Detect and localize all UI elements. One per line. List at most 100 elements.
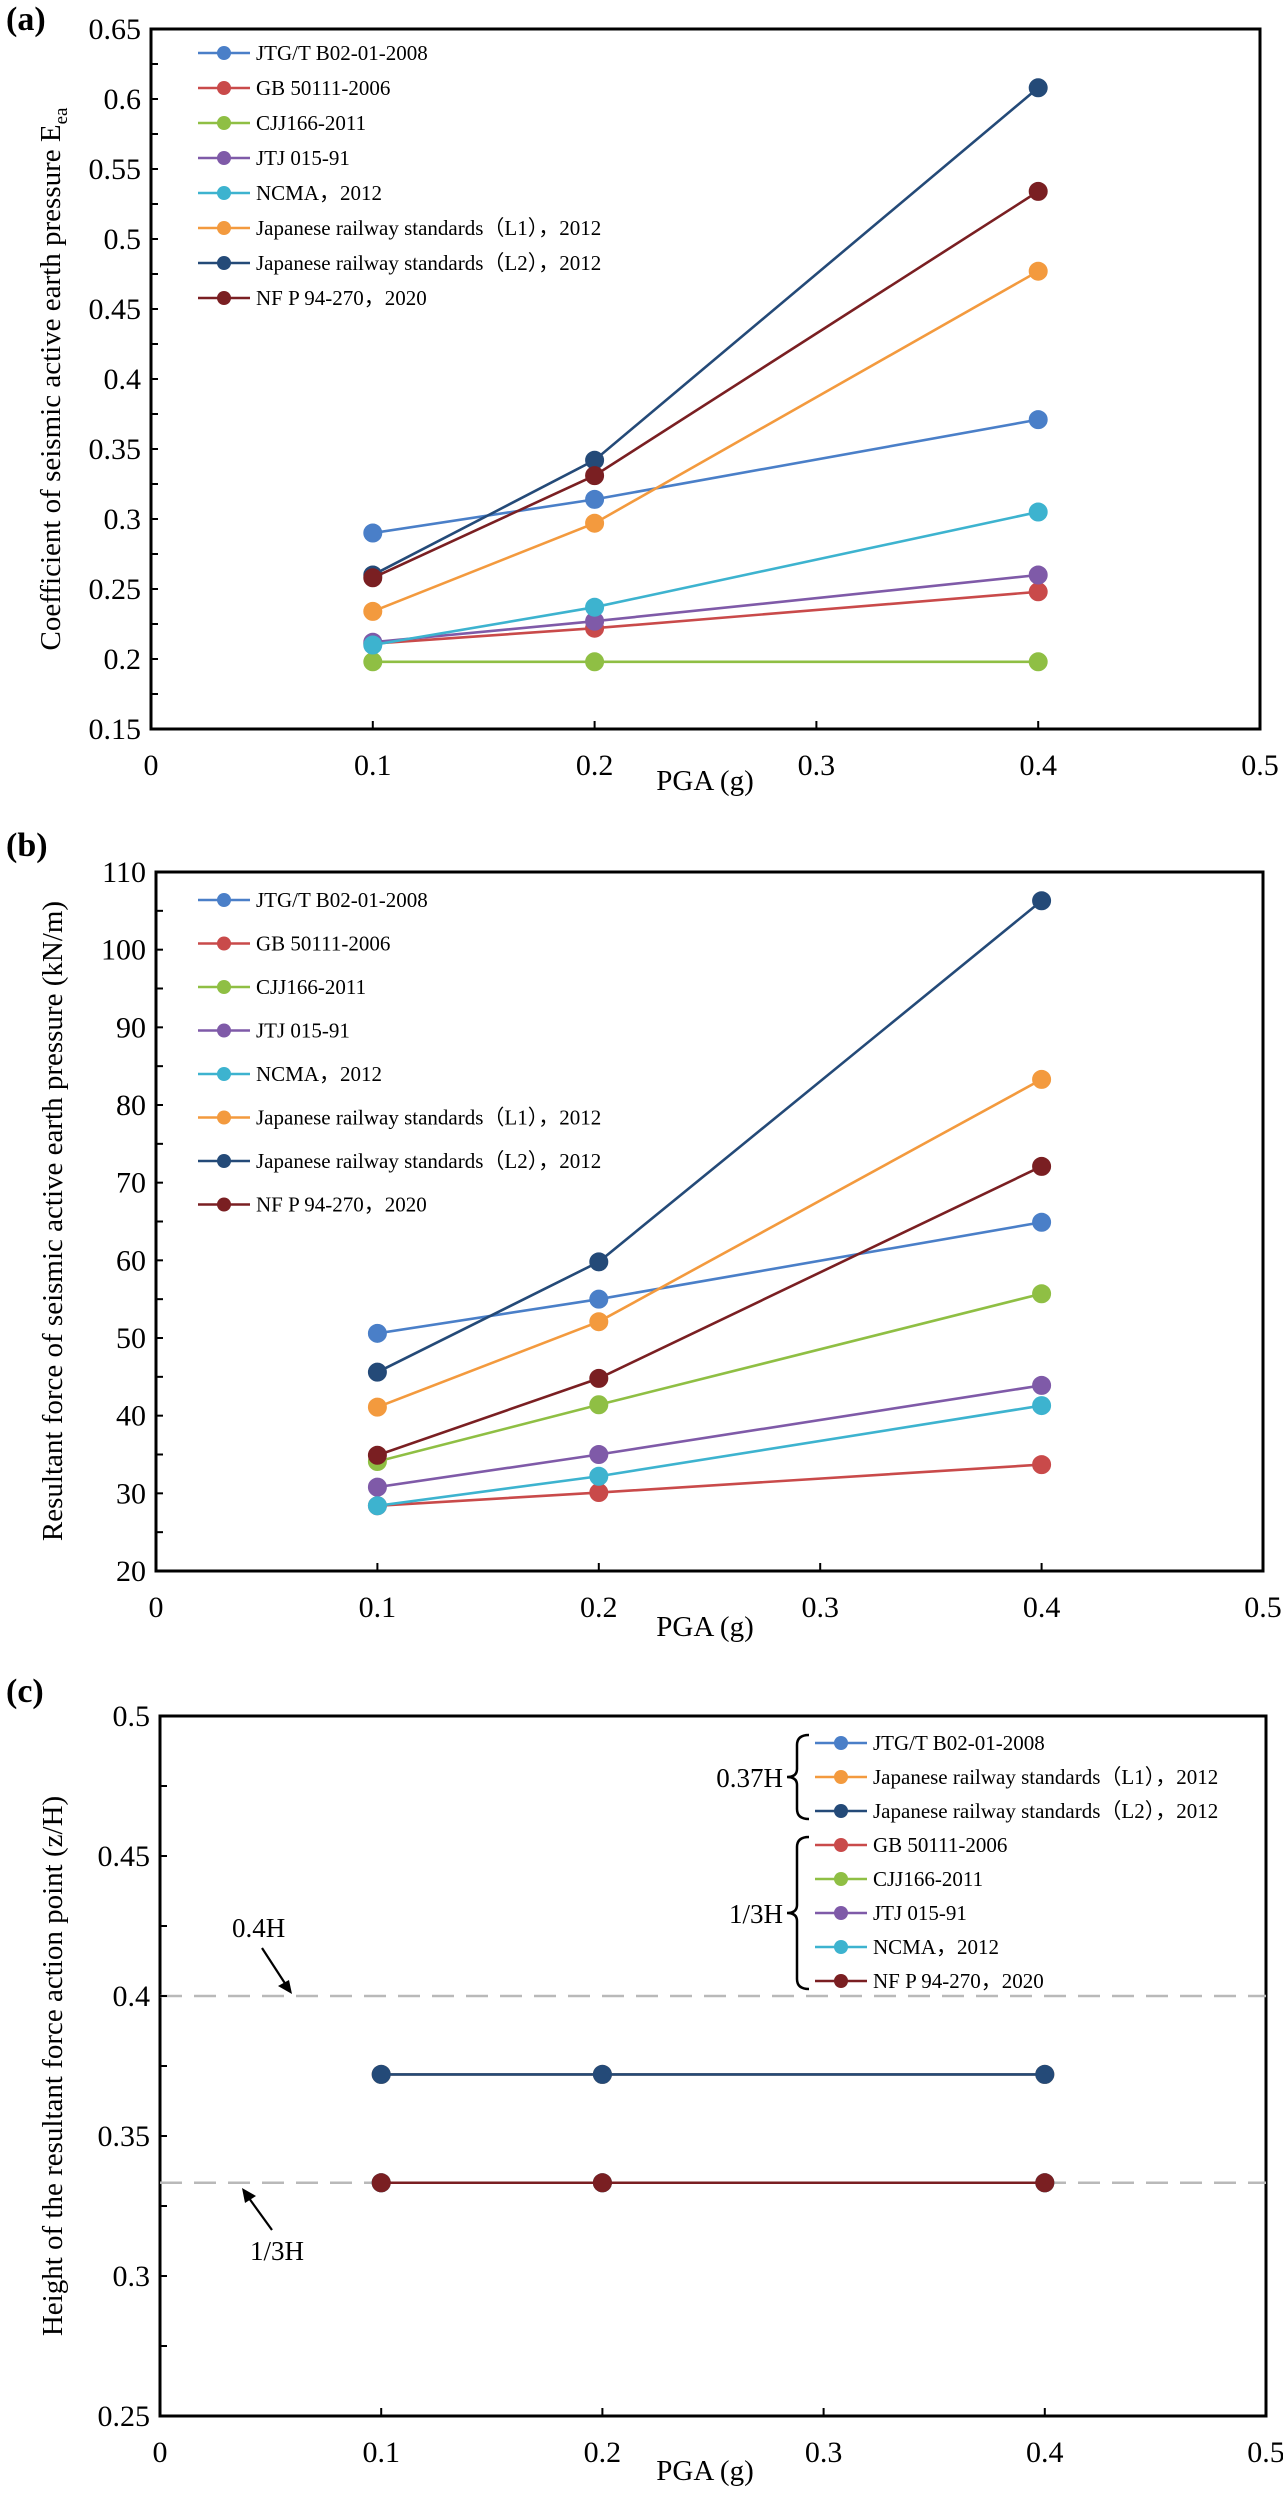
legend-item-jtg-t-b02-01-2008: JTG/T B02-01-2008 (198, 888, 428, 912)
legend: JTG/T B02-01-2008 Japanese railway standa… (716, 1731, 1218, 1993)
panel-label: (b) (6, 827, 48, 864)
legend-item-cjj166-2011: CJJ166-2011 (815, 1867, 983, 1891)
arrow-head-icon (242, 2188, 256, 2203)
y-tick-label: 0.5 (104, 223, 142, 256)
series-japanese-railway-standards-l1-2012 (363, 261, 1048, 621)
legend-label: Japanese railway standards（L2），2012 (256, 251, 601, 275)
legend-item-jtj-015-91: JTJ 015-91 (198, 146, 350, 170)
legend-item-ncma-2012: NCMA，2012 (198, 1062, 382, 1086)
legend-swatch-marker (217, 980, 231, 994)
y-tick-label: 0.4 (104, 363, 142, 396)
legend-label: GB 50111-2006 (873, 1833, 1007, 1857)
y-tick-label: 0.4 (113, 1980, 151, 2013)
data-point (1028, 652, 1048, 672)
series-nf-p-94-270-2020 (363, 181, 1048, 588)
legend-label: JTG/T B02-01-2008 (873, 1731, 1045, 1755)
legend-swatch-marker (217, 116, 231, 130)
legend-group-label: 1/3H (729, 1899, 783, 1929)
data-point (589, 1368, 609, 1388)
x-tick-label: 0.2 (584, 2436, 622, 2469)
series-japanese-railway-standards-l2-2012 (363, 78, 1048, 585)
x-tick-label: 0 (149, 1591, 164, 1624)
legend-item-jtj-015-91: JTJ 015-91 (198, 1019, 350, 1043)
data-point (1035, 2064, 1055, 2084)
x-tick-label: 0.3 (798, 749, 836, 782)
data-point (589, 1312, 609, 1332)
legend-swatch-marker (834, 1906, 848, 1920)
y-tick-label: 70 (116, 1167, 146, 1200)
y-tick-label: 0.5 (113, 1700, 151, 1733)
y-tick-label: 110 (102, 856, 146, 889)
legend-item-japanese-railway-standards-l1-2012: Japanese railway standards（L1），2012 (815, 1765, 1218, 1789)
legend-label: NF P 94-270，2020 (873, 1969, 1044, 1993)
data-point (589, 1395, 609, 1415)
legend-label: NF P 94-270，2020 (256, 1193, 427, 1217)
legend: JTG/T B02-01-2008 GB 50111-2006 CJJ166-201… (198, 888, 601, 1217)
y-tick-label: 0.2 (104, 643, 142, 676)
annotation-arrow-line (261, 1947, 289, 1989)
data-point (585, 513, 605, 533)
x-tick-label: 0.4 (1023, 1591, 1061, 1624)
x-tick-label: 0.2 (576, 749, 614, 782)
data-point (367, 1397, 387, 1417)
legend-group-bracket (786, 1835, 810, 1991)
legend-swatch-marker (834, 1974, 848, 1988)
chart-panel-a: (a) 0.15 0.2 0.25 0.3 0.35 0.4 0.45 0.5 0.55 0.6 0.… (6, 1, 1279, 797)
legend-label: NCMA，2012 (256, 181, 382, 205)
legend-label: NCMA，2012 (256, 1062, 382, 1086)
legend-item-nf-p-94-270-2020: NF P 94-270，2020 (198, 1193, 427, 1217)
panel-label: (a) (6, 1, 46, 38)
data-point (592, 2173, 612, 2193)
x-tick-label: 0.4 (1019, 749, 1057, 782)
data-point (1035, 2173, 1055, 2193)
series-line (372, 573, 1039, 644)
legend-label: JTJ 015-91 (256, 1019, 350, 1043)
y-tick-label: 0.15 (89, 713, 142, 746)
legend-item-gb-50111-2006: GB 50111-2006 (198, 76, 390, 100)
legend-label: CJJ166-2011 (873, 1867, 983, 1891)
y-axis-title-text: Height of the resultant force action poi… (37, 1796, 69, 2336)
series-japanese-railway-standards-l1-2012 (367, 1069, 1052, 1417)
data-point (1032, 1375, 1052, 1395)
legend-swatch-marker (834, 1770, 848, 1784)
y-tick-label: 0.25 (98, 2400, 151, 2433)
x-tick-label: 0.4 (1026, 2436, 1064, 2469)
legend-swatch-marker (834, 1804, 848, 1818)
legend-label: CJJ166-2011 (256, 111, 366, 135)
series-line (372, 270, 1039, 613)
x-tick-label: 0.1 (362, 2436, 400, 2469)
data-point (585, 466, 605, 486)
data-point (367, 1496, 387, 1516)
legend-swatch-marker (217, 1110, 231, 1125)
legend-item-gb-50111-2006: GB 50111-2006 (198, 932, 390, 956)
x-tick-label: 0.5 (1247, 2436, 1283, 2469)
series-line (377, 1220, 1042, 1335)
y-tick-label: 90 (116, 1011, 146, 1044)
annotation-label: 1/3H (250, 2236, 304, 2266)
data-point (363, 601, 383, 621)
y-tick-label: 30 (116, 1477, 146, 1510)
y-axis-title: Height of the resultant force action poi… (37, 1796, 69, 2336)
legend-label: Japanese railway standards（L2），2012 (873, 1799, 1218, 1823)
data-point (371, 2064, 391, 2084)
legend-swatch-marker (834, 1940, 848, 1954)
legend-label: NCMA，2012 (873, 1935, 999, 1959)
legend-item-japanese-railway-standards-l2-2012: Japanese railway standards（L2），2012 (815, 1799, 1218, 1823)
x-axis-title: PGA (g) (656, 1611, 753, 1643)
x-axis-title: PGA (g) (656, 2455, 753, 2487)
y-axis-title-subscript: ea (51, 107, 72, 124)
data-point (589, 1466, 609, 1486)
legend-swatch-marker (217, 936, 231, 951)
data-point (363, 652, 383, 672)
data-point (367, 1445, 387, 1465)
legend-label: Japanese railway standards（L1），2012 (256, 1106, 601, 1130)
y-tick-label: 0.35 (98, 2120, 151, 2153)
legend-swatch-marker (217, 46, 231, 60)
data-point (1032, 1212, 1052, 1232)
data-point (589, 1289, 609, 1309)
data-point (1028, 582, 1048, 602)
y-tick-label: 0.6 (104, 83, 142, 116)
legend-swatch-marker (834, 1872, 848, 1886)
legend-group-label: 0.37H (716, 1763, 783, 1793)
series-ncma-2012 (367, 1396, 1052, 1516)
